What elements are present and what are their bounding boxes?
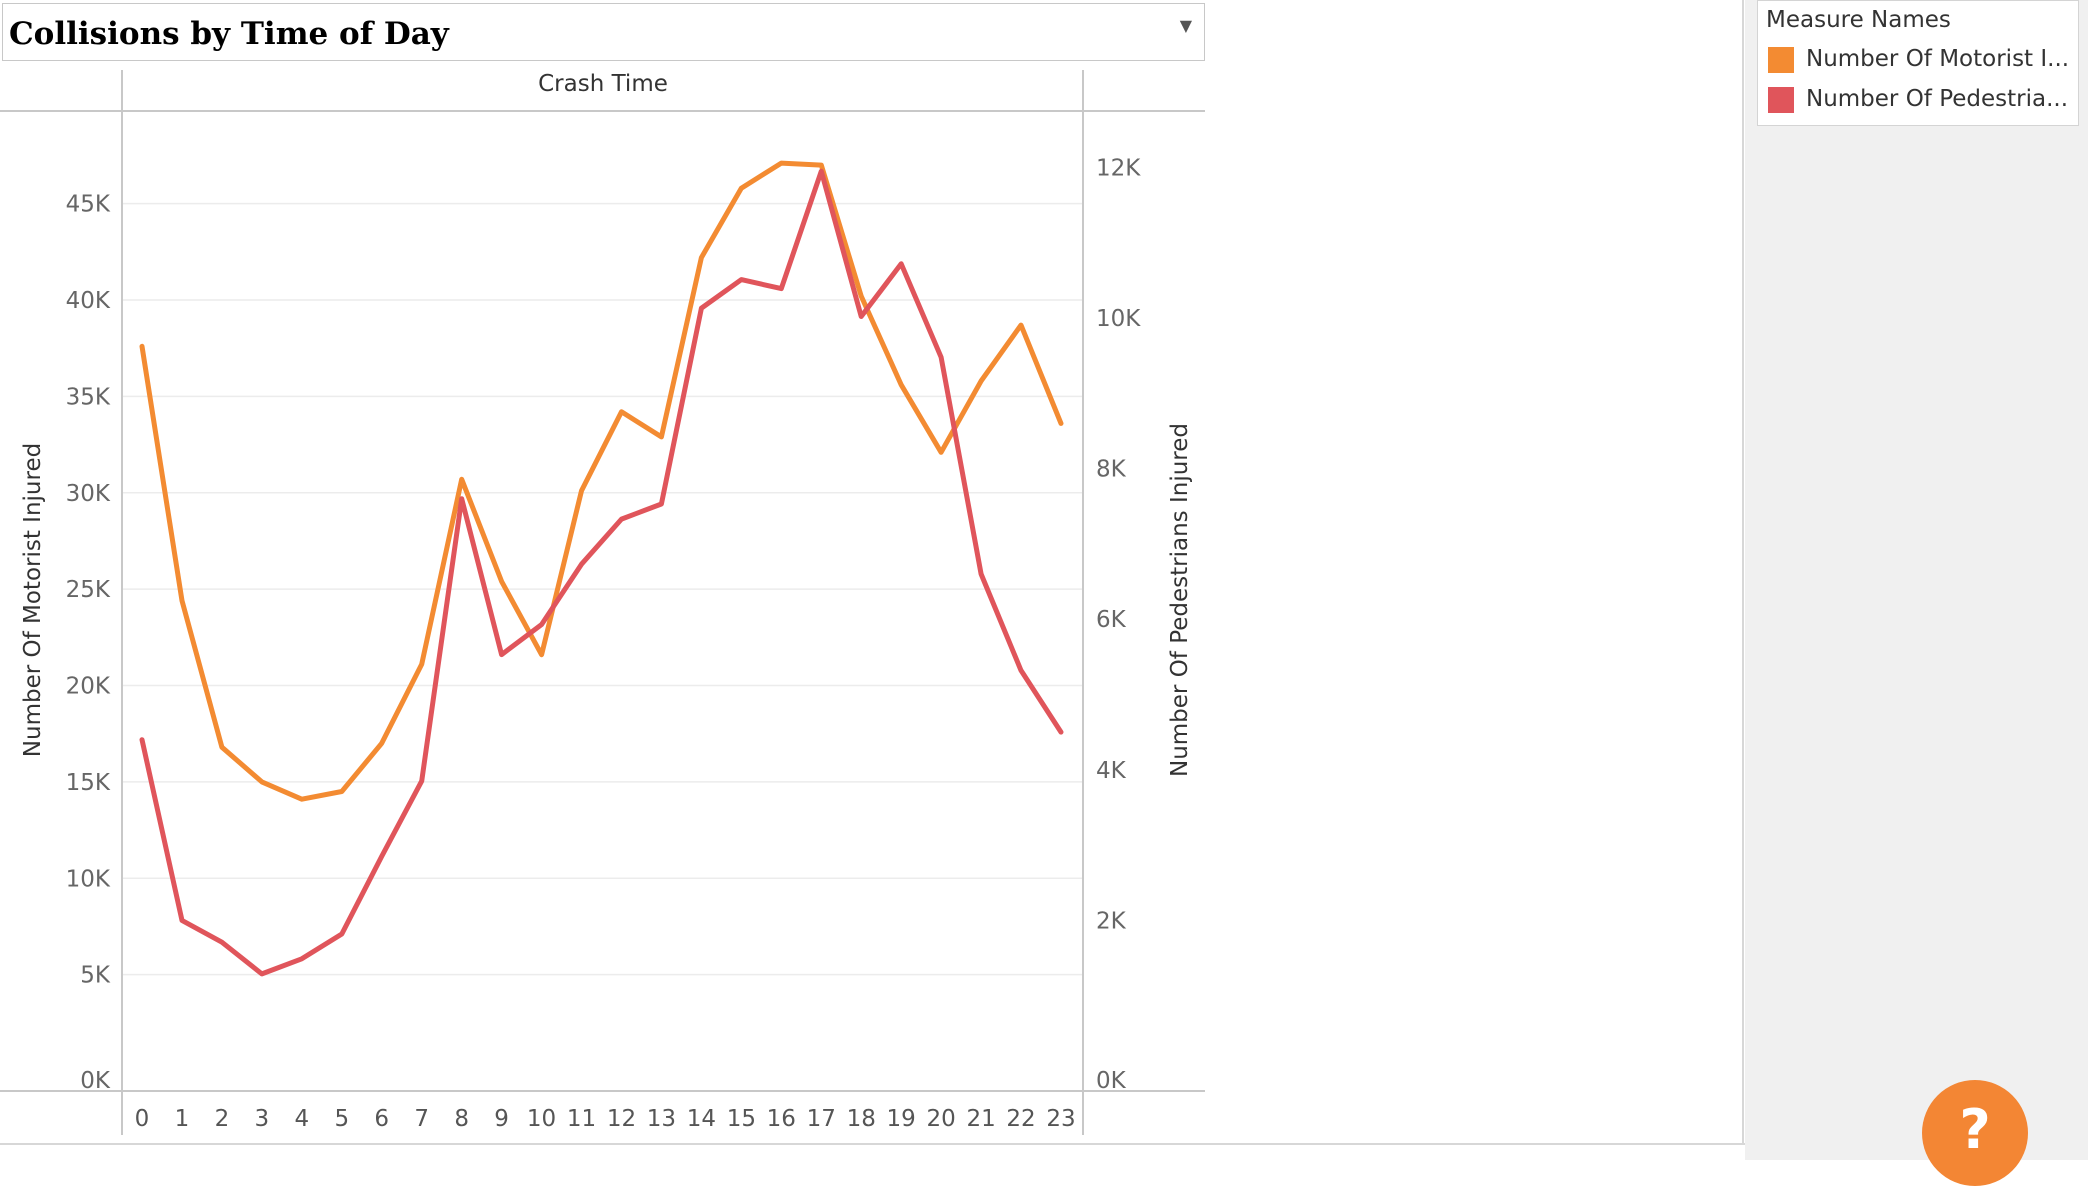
x-tick-label: 6 — [374, 1106, 389, 1132]
series-line-pedestrians[interactable] — [139, 168, 1064, 977]
x-tick-label: 13 — [647, 1106, 676, 1132]
left-tick-label: 15K — [66, 770, 111, 796]
series-line-motorist[interactable] — [139, 160, 1064, 802]
x-tick-label: 21 — [966, 1106, 995, 1132]
x-tick-label: 11 — [567, 1106, 596, 1132]
x-tick-label: 8 — [454, 1106, 469, 1132]
right-tick-label: 12K — [1096, 155, 1141, 181]
dashboard-divider — [1742, 0, 1744, 1143]
question-mark-icon: ? — [1959, 1098, 1991, 1161]
left-tick-label: 10K — [66, 866, 111, 892]
x-tick-label: 4 — [295, 1106, 310, 1132]
x-tick-label: 1 — [175, 1106, 190, 1132]
dashboard-bottom-border — [0, 1143, 1745, 1145]
right-axis-ticks: 0K 2K 4K 6K 8K 10K 12K — [1096, 155, 1141, 1094]
left-axis-ticks: 0K 5K 10K 15K 20K 25K 30K 35K 40K 45K — [66, 192, 111, 1094]
help-button[interactable]: ? — [1922, 1080, 2028, 1186]
x-tick-label: 7 — [414, 1106, 429, 1132]
legend-swatch-pedestrians — [1768, 87, 1794, 113]
left-tick-label: 40K — [66, 288, 111, 314]
x-tick-label: 16 — [767, 1106, 796, 1132]
right-tick-label: 0K — [1096, 1068, 1127, 1094]
x-tick-label: 0 — [135, 1106, 150, 1132]
x-tick-label: 9 — [494, 1106, 509, 1132]
chart-title: Collisions by Time of Day — [9, 16, 449, 52]
legend-item-pedestrians[interactable]: Number Of Pedestria... — [1768, 85, 2073, 115]
x-axis-ticks: 0 1 2 3 4 5 6 7 8 9 10 11 12 13 14 15 16 17 18 19 20 21 22 23 — [135, 1106, 1076, 1132]
x-tick-label: 14 — [687, 1106, 716, 1132]
x-tick-label: 3 — [255, 1106, 270, 1132]
left-tick-label: 5K — [80, 963, 111, 989]
right-tick-label: 6K — [1096, 607, 1127, 633]
legend-title: Measure Names — [1766, 7, 1951, 33]
x-tick-label: 12 — [607, 1106, 636, 1132]
left-tick-label: 45K — [66, 192, 111, 218]
x-tick-label: 17 — [807, 1106, 836, 1132]
x-tick-label: 10 — [527, 1106, 556, 1132]
legend-label-motorist: Number Of Motorist I... — [1806, 46, 2070, 72]
dropdown-caret-icon[interactable]: ▼ — [1179, 16, 1192, 35]
legend-item-motorist[interactable]: Number Of Motorist I... — [1768, 45, 2073, 75]
right-panel — [1745, 0, 2088, 1160]
series-lines — [139, 160, 1064, 977]
x-tick-label: 2 — [215, 1106, 230, 1132]
column-header-crash-time: Crash Time — [538, 71, 668, 97]
left-tick-label: 20K — [66, 674, 111, 700]
x-tick-label: 19 — [887, 1106, 916, 1132]
left-tick-label: 30K — [66, 481, 111, 507]
left-tick-label: 35K — [66, 384, 111, 410]
legend: Measure Names Number Of Motorist I... Nu… — [1757, 0, 2079, 126]
left-tick-label: 0K — [80, 1068, 111, 1094]
legend-swatch-motorist — [1768, 47, 1794, 73]
gridlines — [122, 202, 1083, 976]
x-tick-label: 18 — [847, 1106, 876, 1132]
x-tick-label: 22 — [1006, 1106, 1035, 1132]
title-bar: Collisions by Time of Day ▼ — [2, 3, 1205, 61]
chart-frame — [0, 70, 1205, 1135]
x-tick-label: 23 — [1046, 1106, 1075, 1132]
legend-label-pedestrians: Number Of Pedestria... — [1806, 86, 2069, 112]
right-tick-label: 4K — [1096, 758, 1127, 784]
x-tick-label: 20 — [926, 1106, 955, 1132]
right-tick-label: 10K — [1096, 306, 1141, 332]
left-tick-label: 25K — [66, 577, 111, 603]
x-tick-label: 5 — [334, 1106, 349, 1132]
right-axis-title: Number Of Pedestrians Injured — [1167, 423, 1193, 777]
left-axis-title: Number Of Motorist Injured — [20, 443, 46, 757]
x-tick-label: 15 — [727, 1106, 756, 1132]
right-tick-label: 2K — [1096, 908, 1127, 934]
line-chart: Crash Time 0K5K10K15K20K25K30K35K40K45K … — [0, 70, 1205, 1135]
right-tick-label: 8K — [1096, 457, 1127, 483]
